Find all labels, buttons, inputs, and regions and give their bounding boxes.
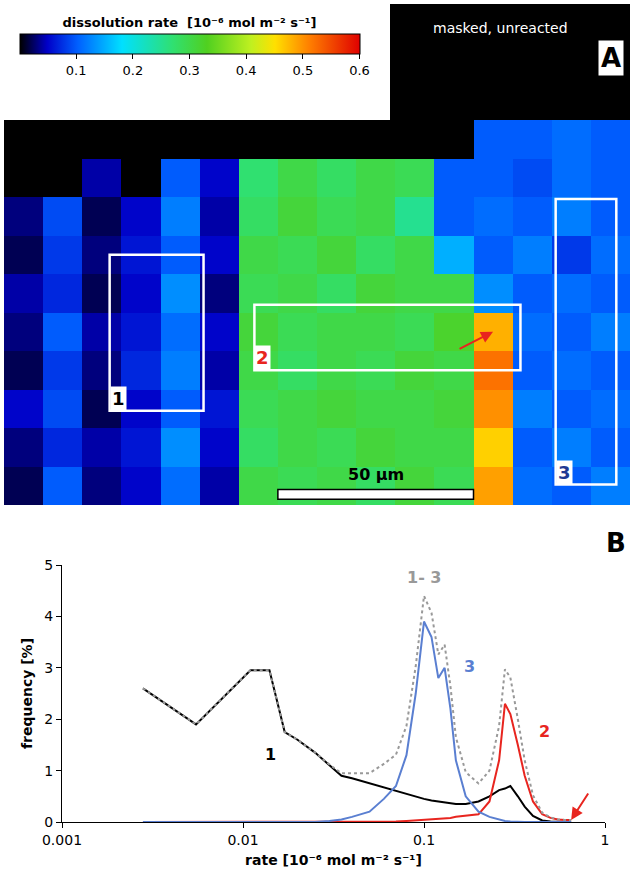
svg-text:B: B	[606, 528, 626, 558]
svg-text:5: 5	[44, 557, 53, 573]
svg-text:3: 3	[464, 657, 475, 676]
svg-text:3: 3	[44, 660, 53, 676]
svg-text:rate [10⁻⁶ mol m⁻² s⁻¹]: rate [10⁻⁶ mol m⁻² s⁻¹]	[245, 852, 422, 868]
svg-text:0.2: 0.2	[122, 63, 143, 78]
svg-text:A: A	[601, 43, 621, 73]
svg-text:0.1: 0.1	[66, 63, 87, 78]
svg-text:2: 2	[44, 711, 53, 727]
svg-text:2: 2	[539, 722, 550, 741]
svg-text:2: 2	[256, 347, 269, 368]
svg-text:frequency [%]: frequency [%]	[19, 638, 35, 749]
svg-text:dissolution rate [10⁻⁶ mol m⁻: dissolution rate [10⁻⁶ mol m⁻² s⁻¹]	[63, 15, 317, 30]
svg-text:0.4: 0.4	[236, 63, 257, 78]
svg-text:1: 1	[112, 388, 125, 409]
svg-text:50 µm: 50 µm	[348, 465, 404, 484]
svg-text:0.3: 0.3	[179, 63, 200, 78]
svg-text:0.01: 0.01	[227, 832, 258, 848]
svg-text:masked, unreacted: masked, unreacted	[433, 20, 568, 36]
svg-text:3: 3	[558, 462, 571, 483]
svg-text:0.6: 0.6	[349, 63, 370, 78]
svg-text:4: 4	[44, 608, 53, 624]
svg-text:1: 1	[265, 745, 276, 764]
svg-text:1: 1	[44, 763, 53, 779]
svg-text:0.1: 0.1	[413, 832, 435, 848]
svg-text:0.001: 0.001	[42, 832, 82, 848]
svg-text:0.5: 0.5	[292, 63, 313, 78]
svg-text:0: 0	[44, 814, 53, 830]
svg-text:1- 3: 1- 3	[407, 568, 441, 587]
svg-text:1: 1	[601, 832, 610, 848]
